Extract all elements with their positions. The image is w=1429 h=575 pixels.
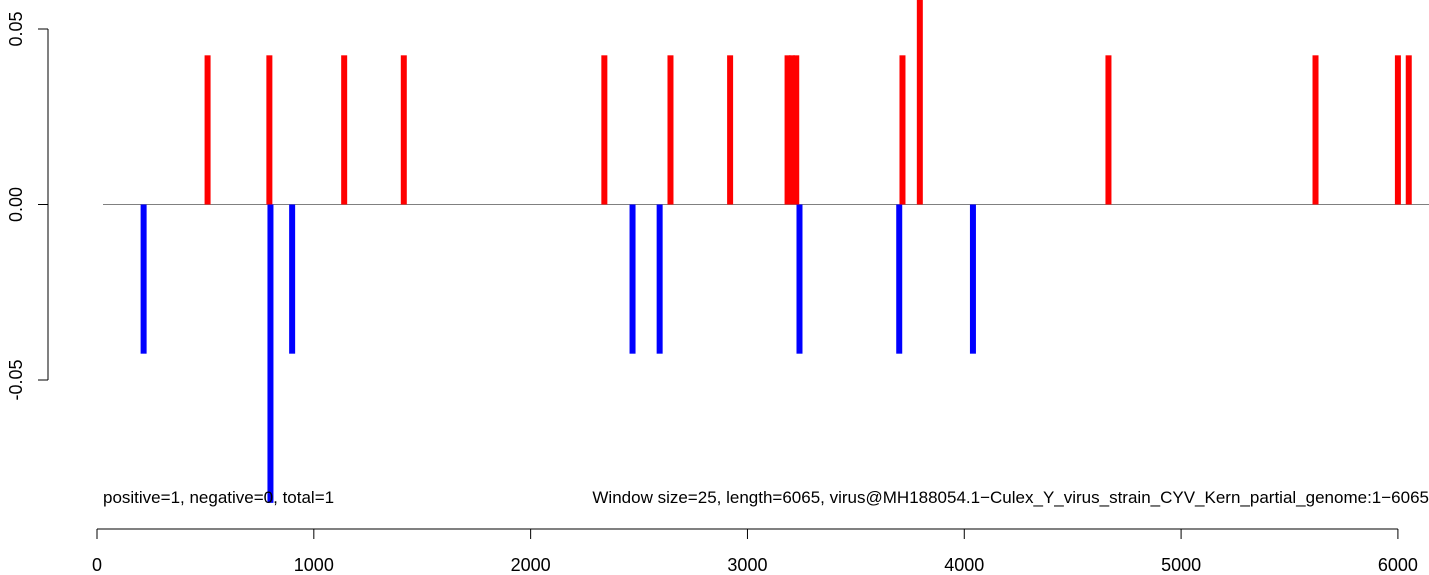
bar-positive [916, 0, 923, 205]
bar-positive [667, 55, 674, 205]
bar-negative [629, 204, 636, 354]
bar-positive [727, 55, 734, 205]
annotation-counts: positive=1, negative=0, total=1 [103, 488, 334, 507]
x-tick-label: 1000 [294, 555, 334, 575]
bar-negative [656, 204, 663, 354]
bar-positive [601, 55, 608, 205]
bar-positive [400, 55, 407, 205]
x-tick-label: 5000 [1161, 555, 1201, 575]
bar-negative [969, 204, 976, 354]
annotation-window-info: Window size=25, length=6065, virus@MH188… [592, 488, 1429, 507]
x-tick-label: 6000 [1378, 555, 1418, 575]
bar-positive [793, 55, 800, 205]
bar-negative [140, 204, 147, 354]
bar-positive [266, 55, 273, 205]
bar-positive [1405, 55, 1412, 205]
bar-negative [267, 204, 274, 503]
bar-negative [796, 204, 803, 354]
bar-positive [204, 55, 211, 205]
y-tick-label: 0.00 [6, 187, 26, 222]
x-tick-label: 2000 [511, 555, 551, 575]
bar-positive [341, 55, 348, 205]
bar-negative [289, 204, 296, 354]
y-axis: 0.05 0.00 -0.05 [6, 11, 49, 401]
x-tick-label: 4000 [944, 555, 984, 575]
bars [140, 0, 1412, 503]
bar-negative [896, 204, 903, 354]
bar-positive [1105, 55, 1112, 205]
x-tick-label: 3000 [727, 555, 767, 575]
bar-positive [1312, 55, 1319, 205]
bar-positive [784, 55, 791, 205]
x-axis: 0 1000 2000 3000 4000 5000 6000 [92, 528, 1418, 575]
y-tick-label: 0.05 [6, 11, 26, 46]
bar-positive [788, 55, 795, 205]
bar-positive [899, 55, 906, 205]
x-tick-label: 0 [92, 555, 102, 575]
y-tick-label: -0.05 [6, 359, 26, 400]
bar-positive [1394, 55, 1401, 205]
